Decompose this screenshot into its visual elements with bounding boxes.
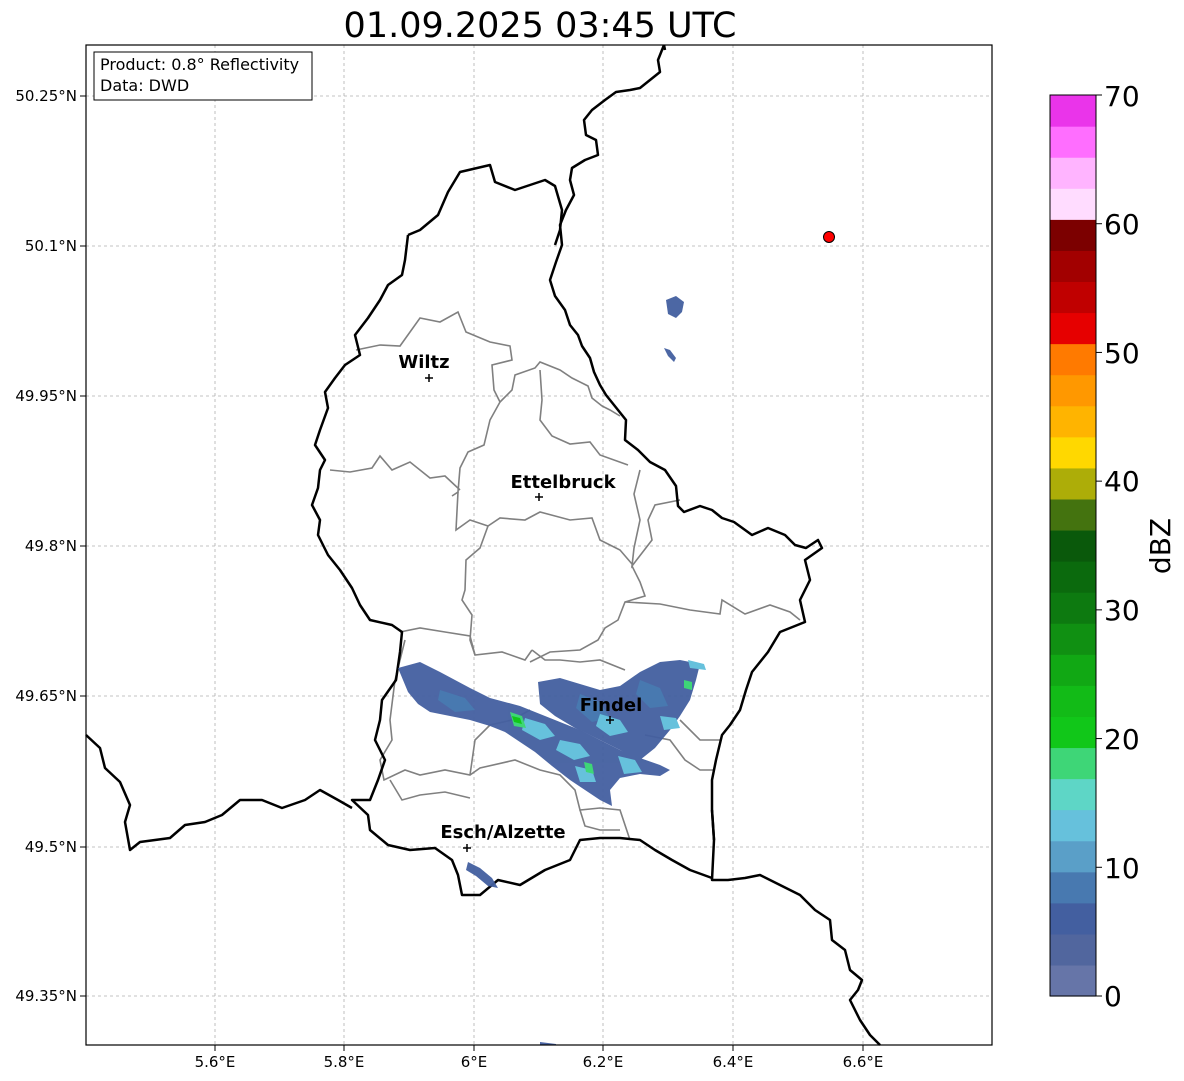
lat-tick-label: 49.65°N [15,687,77,705]
national-borders [85,44,881,1046]
colorbar-swatch [1050,964,1096,997]
gridlines [86,45,992,1045]
lat-tick-label: 49.95°N [15,387,77,405]
colorbar-swatch [1050,498,1096,531]
colorbar-swatch [1050,654,1096,686]
colorbar-ticks [1096,94,1102,997]
lat-tick-label: 49.8°N [25,537,77,555]
lon-tick-label: 6.2°E [583,1053,624,1071]
colorbar-tick-label: 60 [1104,208,1140,241]
colorbar-swatch [1050,561,1096,593]
colorbar [1050,95,1096,997]
map-title: 01.09.2025 03:45 UTC [343,6,737,46]
info-box: Product: 0.8° Reflectivity Data: DWD [93,51,313,101]
map-frame [85,44,993,1046]
city-label-ettelbruck: Ettelbruck [510,472,616,493]
colorbar-tick-label: 40 [1104,465,1140,498]
colorbar-swatch [1050,840,1096,873]
colorbar-tick-label: 0 [1104,980,1122,1013]
colorbar-swatch [1050,95,1096,127]
canton-borders [329,310,801,841]
colorbar-swatch [1050,312,1096,345]
city-label-wiltz: Wiltz [398,352,449,373]
radar-site-marker [823,231,835,243]
city-label-esch-alzette: Esch/Alzette [440,822,565,843]
colorbar-swatch [1050,157,1096,189]
colorbar-swatch [1050,343,1096,376]
radar-echoes [398,296,706,1045]
colorbar-tick-label: 70 [1104,80,1140,113]
colorbar-swatch [1050,778,1096,811]
colorbar-swatch [1050,933,1096,966]
colorbar-swatch [1050,716,1096,749]
colorbar-label: dBZ [1144,518,1177,574]
colorbar-swatch [1050,219,1096,251]
colorbar-swatch [1050,281,1096,314]
colorbar-tick-label: 50 [1104,337,1140,370]
lon-tick-label: 6.4°E [713,1053,754,1071]
colorbar-tick-label: 20 [1104,723,1140,756]
lon-tick-label: 6.6°E [843,1053,884,1071]
lon-tick-label: 5.8°E [324,1053,365,1071]
colorbar-swatch [1050,747,1096,780]
colorbar-swatch [1050,405,1096,438]
info-product: Product: 0.8° Reflectivity [100,55,299,74]
colorbar-swatch [1050,529,1096,562]
info-data-source: Data: DWD [100,76,189,95]
colorbar-swatch [1050,809,1096,842]
lon-tick-label: 6°E [461,1053,488,1071]
colorbar-swatch [1050,188,1096,220]
colorbar-swatch [1050,250,1096,283]
colorbar-swatch [1050,436,1096,469]
colorbar-tick-label: 30 [1104,594,1140,627]
lat-tick-label: 50.25°N [15,87,77,105]
lat-tick-label: 49.35°N [15,987,77,1005]
city-label-findel: Findel [580,695,643,716]
colorbar-swatch [1050,467,1096,500]
colorbar-swatch [1050,374,1096,407]
colorbar-swatch [1050,126,1096,158]
colorbar-swatch [1050,685,1096,717]
colorbar-swatch [1050,871,1096,904]
colorbar-swatch [1050,623,1096,655]
lon-tick-label: 5.6°E [195,1053,236,1071]
colorbar-tick-label: 10 [1104,852,1140,885]
colorbar-frame [1049,94,1097,997]
lat-tick-label: 49.5°N [25,838,77,856]
lat-axis [80,95,86,997]
colorbar-swatch [1050,902,1096,935]
lon-axis [214,1045,864,1051]
city-markers [425,374,614,852]
lat-tick-label: 50.1°N [25,237,77,255]
colorbar-swatch [1050,592,1096,624]
